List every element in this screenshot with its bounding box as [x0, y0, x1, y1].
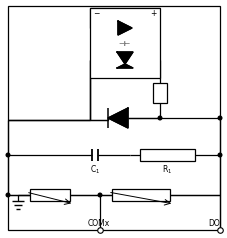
Text: −: − — [93, 9, 99, 18]
Circle shape — [158, 116, 161, 120]
Text: R$_{V2}$: R$_{V2}$ — [43, 193, 57, 205]
Text: +: + — [150, 9, 156, 18]
Bar — [139, 149, 194, 161]
Polygon shape — [118, 21, 131, 35]
Circle shape — [217, 116, 221, 120]
Text: R$_{V1}$: R$_{V1}$ — [133, 193, 147, 205]
Text: R$_1$: R$_1$ — [161, 164, 171, 177]
Circle shape — [98, 193, 101, 197]
Circle shape — [217, 153, 221, 157]
Bar — [111, 189, 169, 201]
Text: COMx: COMx — [87, 219, 110, 228]
Text: ⊣⊢: ⊣⊢ — [118, 41, 131, 47]
Text: C$_1$: C$_1$ — [89, 164, 100, 177]
Bar — [152, 83, 166, 103]
Polygon shape — [116, 64, 132, 68]
Bar — [30, 189, 70, 201]
Circle shape — [6, 153, 10, 157]
Polygon shape — [116, 52, 132, 64]
Text: DO: DO — [207, 219, 219, 228]
Circle shape — [6, 193, 10, 197]
Bar — [90, 8, 159, 78]
Polygon shape — [108, 108, 127, 128]
